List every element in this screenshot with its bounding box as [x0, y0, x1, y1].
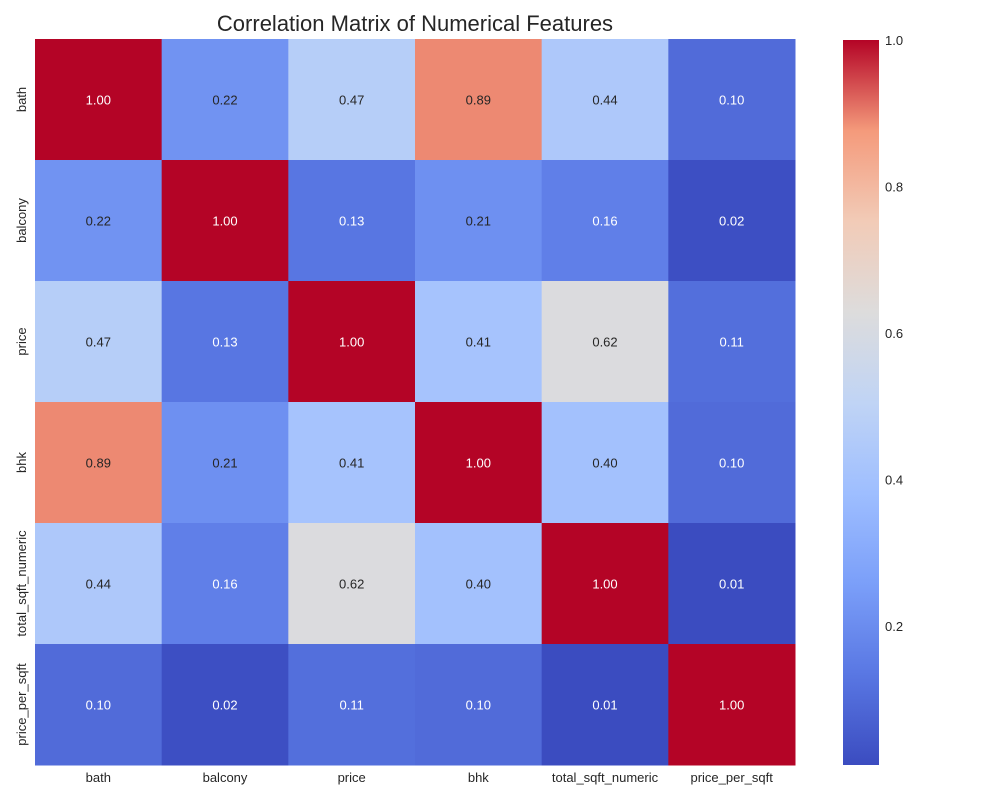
heatmap-cell — [668, 281, 796, 403]
heatmap-cell — [541, 160, 669, 282]
heatmap-cell — [668, 402, 796, 524]
heatmap-cell — [541, 39, 669, 161]
heatmap-cell — [35, 523, 163, 645]
cell-value-label: 0.01 — [592, 698, 617, 713]
cell-value-label: 0.01 — [719, 577, 744, 592]
colorbar — [843, 40, 879, 765]
cell-value-label: 0.10 — [466, 698, 491, 713]
cell-value-label: 0.41 — [466, 335, 491, 350]
heatmap-cell — [668, 523, 796, 645]
cell-value-label: 0.13 — [339, 214, 364, 229]
cell-value-label: 0.47 — [339, 93, 364, 108]
heatmap-cell — [161, 39, 289, 161]
heatmap-cell — [35, 281, 163, 403]
heatmap-cell — [541, 523, 669, 645]
cell-value-label: 0.10 — [719, 93, 744, 108]
x-axis-tick-labels: bath balcony price bhk total_sqft_numeric pri… — [86, 770, 774, 785]
x-tick-label: price_per_sqft — [690, 770, 773, 785]
cell-value-label: 1.00 — [719, 698, 744, 713]
y-tick-label: price — [14, 327, 29, 355]
heatmap-cell — [541, 644, 669, 766]
y-axis-tick-labels: bath balcony price bhk total_sqft_numericpri… — [14, 87, 29, 746]
cell-value-label: 1.00 — [86, 93, 111, 108]
y-tick-label: bath — [14, 87, 29, 112]
heatmap-cell — [288, 160, 416, 282]
heatmap-cell — [541, 281, 669, 403]
y-tick-label: balcony — [14, 198, 29, 243]
heatmap-cell — [288, 39, 416, 161]
heatmap-cell — [668, 39, 796, 161]
cell-value-label: 0.16 — [592, 214, 617, 229]
y-tick-label: price_per_sqft — [14, 663, 29, 746]
x-tick-label: bhk — [468, 770, 489, 785]
cell-value-label: 0.13 — [212, 335, 237, 350]
cell-value-label: 0.22 — [212, 93, 237, 108]
cell-value-label: 0.41 — [339, 456, 364, 471]
cell-value-label: 1.00 — [339, 335, 364, 350]
cell-value-label: 0.40 — [466, 577, 491, 592]
heatmap-cell — [35, 39, 163, 161]
chart-title: Correlation Matrix of Numerical Features — [217, 11, 613, 36]
heatmap-cell — [415, 281, 543, 403]
colorbar-tick-label: 0.8 — [885, 179, 903, 194]
cell-value-label: 0.21 — [466, 214, 491, 229]
heatmap-cell — [415, 644, 543, 766]
heatmap-cell — [35, 160, 163, 282]
heatmap-cell — [288, 402, 416, 524]
cell-value-label: 0.02 — [212, 698, 237, 713]
cell-value-label: 0.62 — [592, 335, 617, 350]
cell-value-label: 0.44 — [86, 577, 111, 592]
heatmap-cell — [161, 402, 289, 524]
cell-value-label: 0.47 — [86, 335, 111, 350]
heatmap-cell — [415, 39, 543, 161]
cell-value-label: 0.22 — [86, 214, 111, 229]
y-tick-label: total_sqft_numeric — [14, 530, 29, 637]
heatmap-cell — [415, 523, 543, 645]
cell-value-label: 0.10 — [719, 456, 744, 471]
cell-value-label: 0.62 — [339, 577, 364, 592]
heatmap-cell — [161, 644, 289, 766]
cell-value-label: 1.00 — [592, 577, 617, 592]
heatmap-cell — [288, 644, 416, 766]
x-tick-label: balcony — [203, 770, 248, 785]
x-tick-label: price — [338, 770, 366, 785]
heatmap-cell — [541, 402, 669, 524]
cell-value-label: 0.11 — [339, 698, 363, 713]
colorbar-tick-label: 1.0 — [885, 33, 903, 48]
heatmap-cell-labels: 1.00 0.22 0.47 0.89 0.44 0.10 0.22 1.00 0.13 0.21… — [86, 93, 745, 713]
heatmap-cell — [35, 402, 163, 524]
heatmap-cell — [161, 281, 289, 403]
cell-value-label: 0.44 — [592, 93, 617, 108]
cell-value-label: 0.11 — [719, 335, 743, 350]
x-tick-label: total_sqft_numeric — [552, 770, 659, 785]
cell-value-label: 0.16 — [212, 577, 237, 592]
heatmap-cell — [288, 523, 416, 645]
heatmap-cell — [668, 644, 796, 766]
colorbar-tick-label: 0.4 — [885, 472, 903, 487]
colorbar-tick-label: 0.6 — [885, 326, 903, 341]
x-tick-label: bath — [86, 770, 111, 785]
heatmap-cell — [288, 281, 416, 403]
colorbar-tick-label: 0.2 — [885, 619, 903, 634]
heatmap-cells — [35, 39, 796, 766]
colorbar-tick-labels: 0.2 0.4 0.6 0.8 1.0 — [885, 33, 903, 634]
cell-value-label: 0.89 — [466, 93, 491, 108]
cell-value-label: 0.89 — [86, 456, 111, 471]
cell-value-label: 0.40 — [592, 456, 617, 471]
heatmap-cell — [161, 160, 289, 282]
heatmap-cell — [415, 160, 543, 282]
cell-value-label: 1.00 — [212, 214, 237, 229]
cell-value-label: 0.02 — [719, 214, 744, 229]
heatmap-cell — [161, 523, 289, 645]
cell-value-label: 0.21 — [212, 456, 237, 471]
cell-value-label: 1.00 — [466, 456, 491, 471]
heatmap-cell — [35, 644, 163, 766]
cell-value-label: 0.10 — [86, 698, 111, 713]
heatmap-cell — [415, 402, 543, 524]
heatmap-cell — [668, 160, 796, 282]
y-tick-label: bhk — [14, 452, 29, 473]
